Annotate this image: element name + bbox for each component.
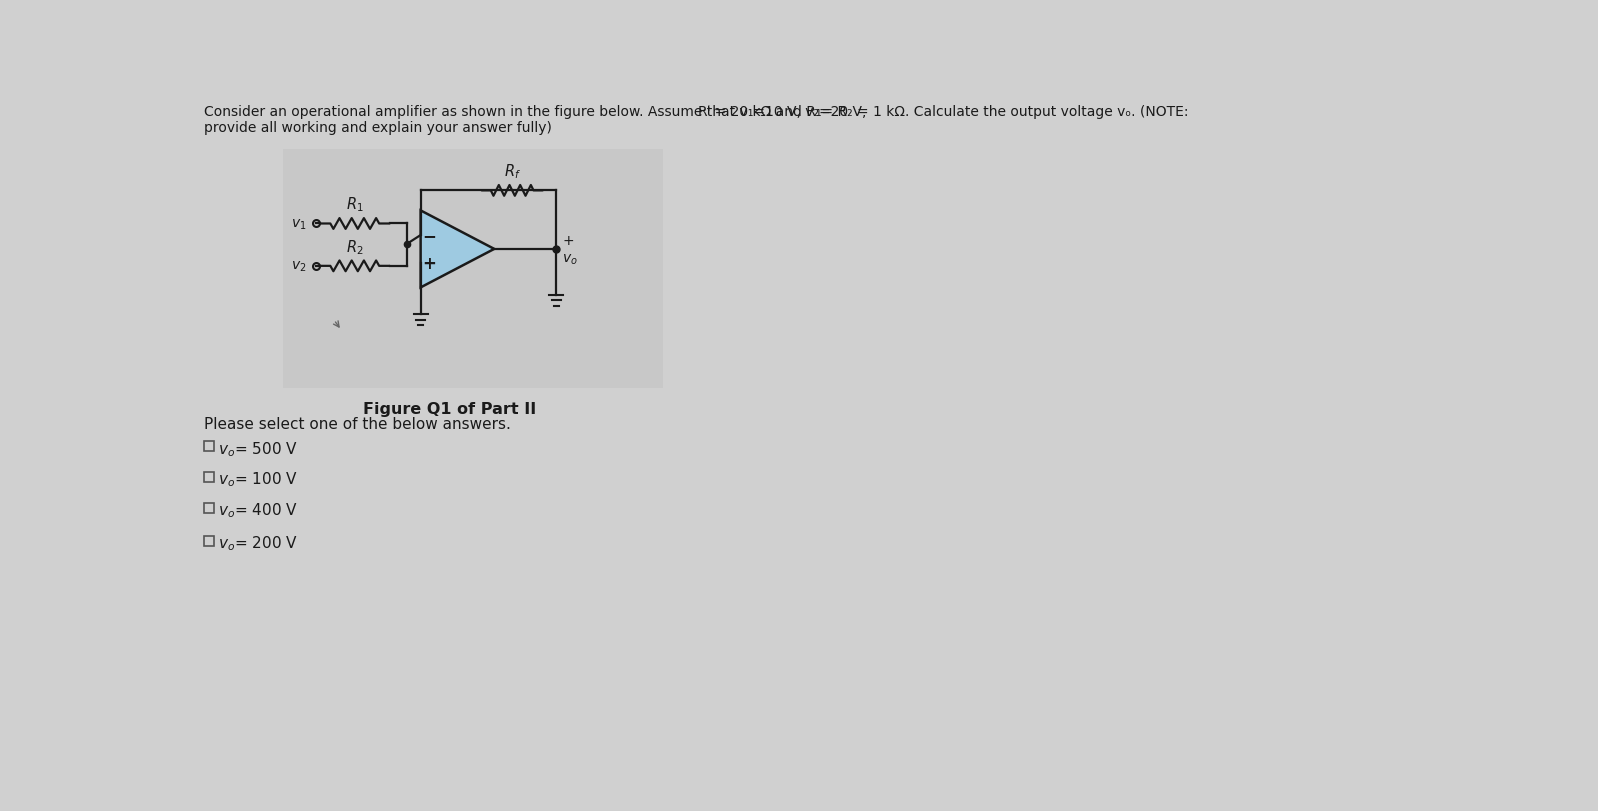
- Text: +: +: [562, 234, 574, 247]
- Bar: [283, 149, 663, 388]
- Text: $v_1$: $v_1$: [291, 217, 307, 231]
- Text: +: +: [422, 255, 436, 272]
- Text: $v_o$= 400 V: $v_o$= 400 V: [219, 501, 299, 520]
- Polygon shape: [420, 211, 494, 288]
- Text: $v_o$= 100 V: $v_o$= 100 V: [219, 470, 299, 489]
- Text: $v_o$= 200 V: $v_o$= 200 V: [219, 534, 299, 553]
- Bar: [203, 504, 214, 513]
- Text: Figure Q1 of Part II: Figure Q1 of Part II: [363, 402, 537, 417]
- Bar: [203, 473, 214, 483]
- Text: Consider an operational amplifier as shown in the figure below. Assume that v₁=1: Consider an operational amplifier as sho…: [203, 105, 866, 119]
- Text: $v_o$: $v_o$: [562, 253, 578, 267]
- Text: −: −: [422, 227, 436, 245]
- Text: $v_o$= 500 V: $v_o$= 500 V: [219, 440, 299, 458]
- Text: Rⁱ = 20 kΩ and R₁= R₂ = 1 kΩ. Calculate the output voltage vₒ. (NOTE:: Rⁱ = 20 kΩ and R₁= R₂ = 1 kΩ. Calculate …: [698, 105, 1189, 119]
- Text: $v_2$: $v_2$: [291, 260, 307, 273]
- Text: Please select one of the below answers.: Please select one of the below answers.: [203, 417, 510, 431]
- Text: $R_1$: $R_1$: [345, 195, 364, 214]
- Text: $R_2$: $R_2$: [347, 238, 363, 256]
- Text: $R_f$: $R_f$: [503, 162, 521, 181]
- Bar: [203, 536, 214, 547]
- Bar: [203, 442, 214, 452]
- Text: provide all working and explain your answer fully): provide all working and explain your ans…: [203, 120, 551, 135]
